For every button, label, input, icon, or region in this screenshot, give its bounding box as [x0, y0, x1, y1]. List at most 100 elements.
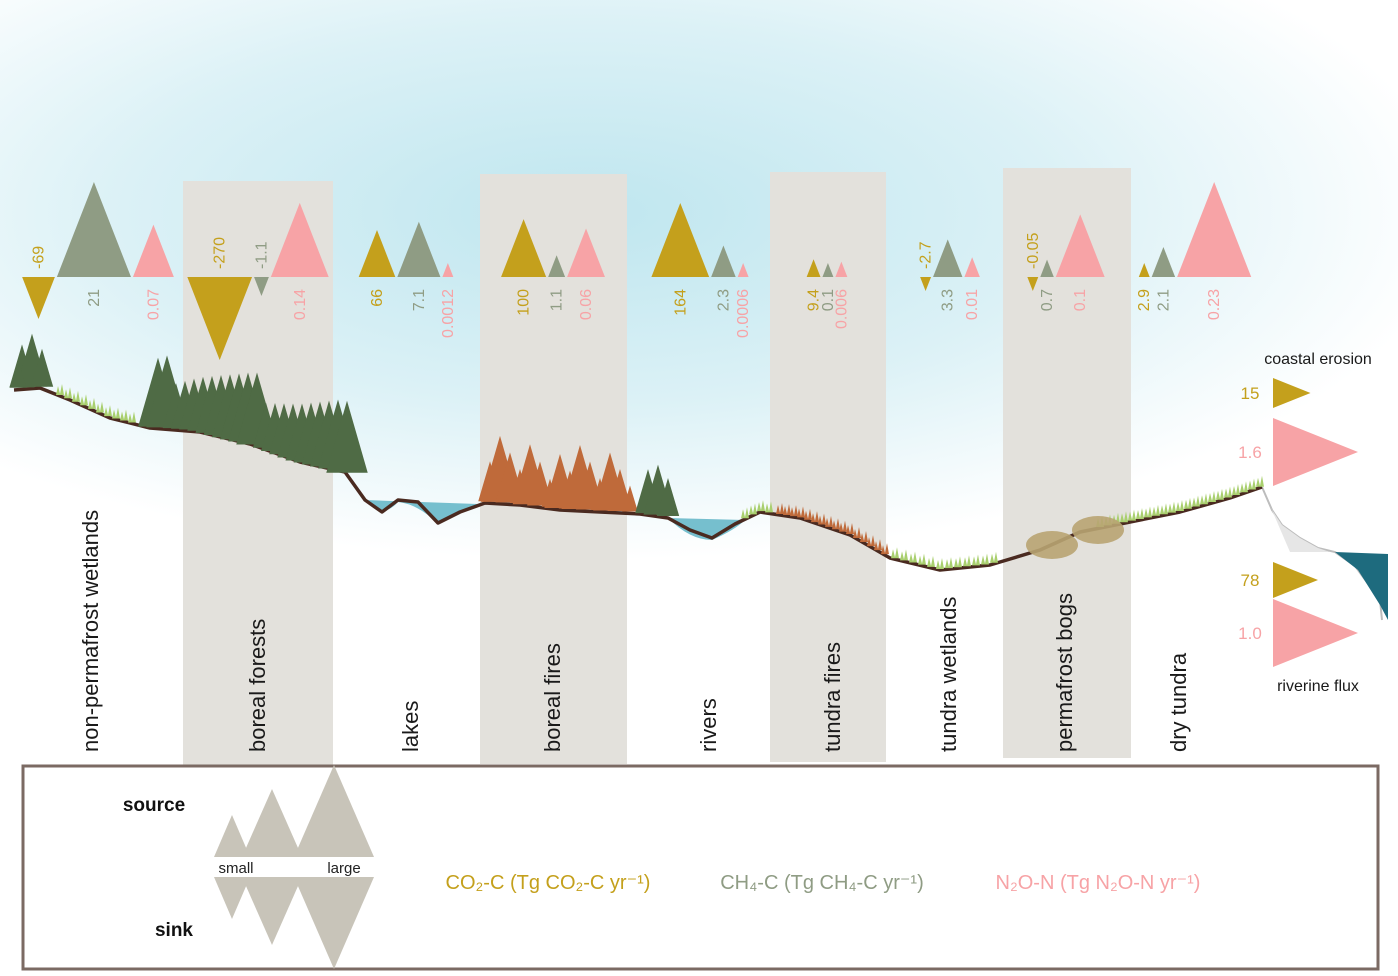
grass-tuft	[1144, 506, 1152, 518]
flux-glyph-co2	[1027, 277, 1039, 291]
grass-tuft	[918, 553, 926, 565]
grass-tuft	[981, 553, 989, 565]
flux-glyph-co2	[651, 202, 710, 277]
grass-tuft	[1200, 493, 1208, 505]
flux-glyph-n2o	[1055, 214, 1105, 277]
flux-value-n2o: 0.006	[833, 289, 850, 329]
flux-glyph-n2o	[964, 257, 980, 277]
legend-size-scale	[214, 765, 374, 969]
flux-glyph-co2	[358, 230, 396, 277]
burnt-shrub	[797, 506, 805, 518]
grass-tuft	[741, 507, 749, 519]
ecosystem-label: permafrost bogs	[1052, 593, 1077, 752]
flux-value-co2: -0.05	[1025, 232, 1042, 269]
grass-tuft	[1128, 509, 1136, 521]
lateral-title: riverine flux	[1277, 678, 1359, 695]
burnt-tree	[622, 485, 638, 512]
legend-co2-label: CO₂-C (Tg CO₂-C yr⁻¹)	[446, 872, 651, 894]
grass-tuft	[128, 411, 136, 423]
sea	[1335, 552, 1388, 620]
grass-tuft	[1136, 508, 1144, 519]
flux-value-co2: 9.4	[806, 289, 823, 311]
burnt-shrub	[832, 518, 840, 530]
grass-tuft	[112, 407, 120, 419]
flux-value-co2: -69	[31, 246, 48, 269]
burnt-shrub	[776, 503, 784, 514]
grass-tuft	[749, 503, 757, 515]
grass-tuft	[72, 390, 80, 402]
legend-sink-triangle	[294, 877, 374, 969]
flux-value-ch4: 0.1	[820, 289, 837, 311]
legend-source-triangle	[294, 765, 374, 857]
flux-value-co2: 164	[672, 289, 689, 316]
grass-tuft	[945, 557, 953, 569]
flux-value-co2: 66	[369, 289, 386, 307]
burnt-shrub	[867, 535, 875, 547]
flux-value-n2o: 0.0012	[440, 289, 457, 338]
flux-glyph-ch4	[1151, 246, 1176, 277]
flux-value-n2o: 0.1	[1072, 289, 1089, 311]
flux-value-co2: 2.9	[1136, 289, 1153, 311]
ecosystem-labels: non-permafrost wetlands boreal forests lak…	[78, 510, 1191, 752]
lateral-glyph-n2o	[1273, 418, 1358, 486]
ecosystem-label: boreal forests	[245, 619, 270, 752]
flux-value-n2o: 0.01	[964, 289, 981, 320]
legend-source-triangle	[242, 789, 302, 857]
burnt-shrub	[860, 531, 868, 543]
grass-tuft	[990, 551, 998, 563]
conifer-tree	[656, 478, 680, 516]
flux-value-ch4: 1.1	[549, 289, 566, 311]
grass-tuft	[80, 394, 88, 406]
flux-glyph-co2	[22, 277, 55, 319]
grass-tuft	[64, 387, 72, 399]
flux-glyph-n2o	[737, 263, 749, 277]
legend-small-label: small	[218, 860, 253, 877]
grass-tuft	[120, 409, 128, 421]
grass-tuft	[1192, 495, 1200, 507]
lateral-value-n2o: 1.0	[1238, 624, 1262, 643]
flux-value-ch4: 7.1	[411, 289, 428, 311]
conifer-tree	[326, 400, 368, 473]
ecosystem-label: tundra wetlands	[936, 597, 961, 752]
legend-sink-label: sink	[155, 920, 193, 941]
grass-tuft	[936, 558, 944, 569]
flux-glyph-n2o	[835, 261, 848, 277]
grass-tuft	[972, 554, 980, 566]
lateral-glyph-co2	[1273, 378, 1311, 408]
ecosystem-label: lakes	[398, 701, 423, 752]
flux-glyphs: -69 21 0.07 -270 -1.1 0.14 66 7.1 0.0012 100 1.1 0.…	[22, 182, 1252, 360]
ecosystem-label: dry tundra	[1166, 652, 1191, 752]
flux-glyph-co2	[920, 277, 932, 291]
flux-value-n2o: 0.14	[292, 289, 309, 320]
flux-value-ch4: 3.3	[940, 289, 957, 311]
flux-value-ch4: 21	[86, 289, 103, 307]
ecosystem-label: boreal fires	[540, 643, 565, 752]
bog-mound	[1026, 531, 1078, 559]
flux-value-co2: -270	[212, 237, 229, 269]
flux-value-n2o: 0.06	[578, 289, 595, 320]
grass-tuft	[1224, 486, 1232, 498]
legend-n2o-label: N₂O-N (Tg N₂O-N yr⁻¹)	[996, 872, 1201, 894]
flux-value-co2: -2.7	[918, 241, 935, 269]
legend-ch4-label: CH₄-C (Tg CH₄-C yr⁻¹)	[720, 872, 924, 894]
burnt-shrub	[846, 523, 854, 534]
grass-tuft	[1256, 475, 1264, 487]
legend-sink-triangle	[214, 877, 250, 919]
grass-tuft	[96, 401, 104, 413]
burnt-shrub	[839, 520, 847, 532]
flux-value-n2o: 0.23	[1206, 289, 1223, 320]
grass-tuft	[88, 397, 96, 409]
grass-tuft	[1240, 481, 1248, 493]
flux-value-ch4: 2.1	[1155, 289, 1172, 311]
flux-glyph-n2o	[270, 202, 329, 277]
grass-tuft	[909, 551, 917, 563]
flux-glyph-n2o	[442, 263, 454, 277]
grass-tuft	[1160, 503, 1168, 515]
grass-tuft	[891, 547, 899, 559]
flux-glyph-co2	[806, 259, 821, 277]
legend-source-label: source	[123, 795, 185, 816]
legend-source-triangle	[214, 815, 250, 857]
flux-glyph-n2o	[1177, 182, 1252, 277]
